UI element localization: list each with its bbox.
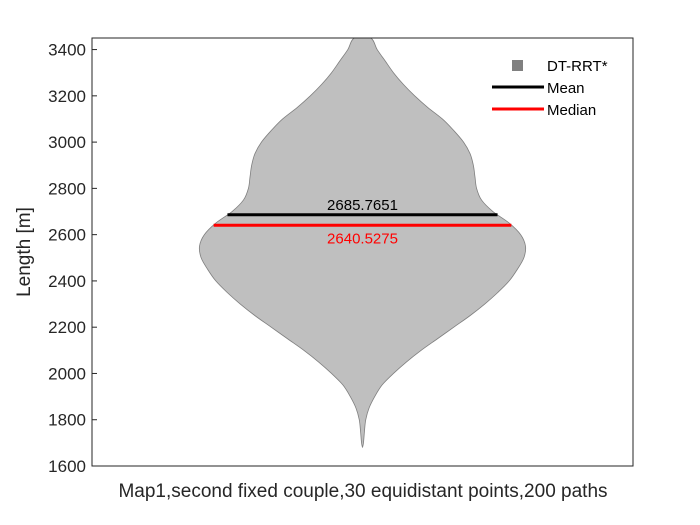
legend: DT-RRT* Mean Median (492, 58, 608, 119)
legend-label-mean: Mean (547, 80, 585, 97)
y-tick-label: 1800 (48, 411, 86, 430)
y-axis: 1600 1800 2000 2200 2400 2600 2800 3000 3200 3400 (48, 41, 97, 476)
y-tick-label: 3400 (48, 41, 86, 60)
legend-marker-dt-rrt (512, 60, 523, 71)
legend-label-dt-rrt: DT-RRT* (547, 58, 608, 75)
y-tick-label: 2000 (48, 364, 86, 383)
violin-layer (198, 38, 527, 448)
y-tick-label: 2600 (48, 226, 86, 245)
y-tick-label: 3000 (48, 133, 86, 152)
y-tick-label: 2800 (48, 179, 86, 198)
y-tick-label: 2200 (48, 318, 86, 337)
y-tick-label: 3200 (48, 87, 86, 106)
x-axis-title: Map1,second fixed couple,30 equidistant … (118, 481, 607, 502)
y-axis-title: Length [m] (14, 207, 35, 297)
y-tick-label: 2400 (48, 272, 86, 291)
legend-label-median: Median (547, 102, 596, 119)
stat-layer: 2685.7651 2640.5275 (213, 197, 512, 247)
plot-frame (91, 37, 634, 467)
median-value-label: 2640.5275 (327, 230, 398, 247)
y-tick-label: 1600 (48, 457, 86, 476)
violin-dt-rrt (198, 38, 527, 448)
mean-value-label: 2685.7651 (327, 197, 398, 214)
